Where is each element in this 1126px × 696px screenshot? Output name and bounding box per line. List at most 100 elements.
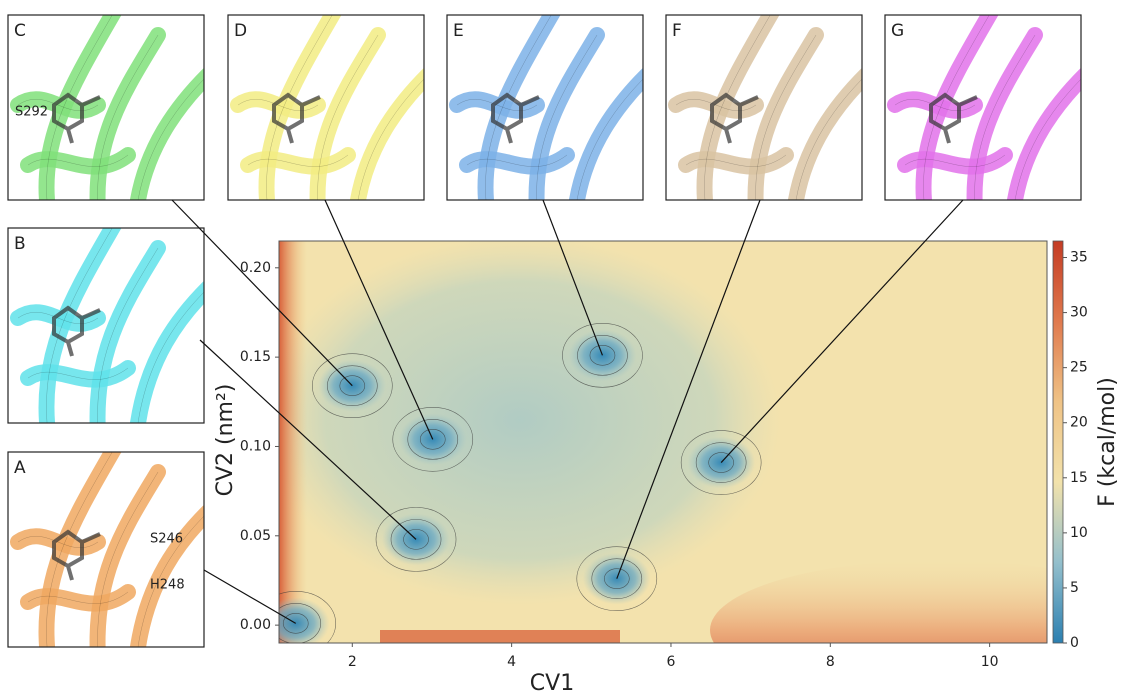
panel-label: F [672,21,682,41]
ribbon-edge [17,99,99,111]
contour-line [603,568,630,589]
ribbon-edge [27,154,129,167]
ribbon [89,27,166,200]
ligand [52,529,101,581]
ribbon-edge [317,34,379,200]
contour-line [680,430,762,495]
panel-label: D [234,21,247,41]
contour-line [589,345,616,366]
ribbon [887,91,983,119]
ligand [272,92,321,144]
ribbon-edge [266,15,333,200]
ribbon-edge [974,34,1036,200]
ribbon [130,505,204,647]
ribbon [130,68,204,200]
ribbon-edge [456,99,538,111]
ribbon-edge [137,515,204,647]
panel-label: B [14,234,26,254]
panel-frame [7,14,205,201]
ligand [710,92,759,144]
colorbar-tick-label: 15 [1070,470,1088,486]
ribbon-edge [97,471,159,647]
plot-area [279,241,1047,643]
contour-line [419,429,446,450]
ribbon-edge [675,99,757,111]
panel-label: G [891,21,904,41]
contour-line [403,529,429,550]
y-tick-label: 0.20 [240,260,271,276]
panel-frame [7,451,205,648]
high-energy-floor [380,630,620,643]
y-axis-title: CV2 (nm²) [213,384,238,497]
ribbon [459,147,575,175]
ligand [491,92,540,144]
y-tick-label: 0.15 [240,349,271,365]
contour-line [577,335,628,376]
leader-line [542,199,604,356]
ribbon-edge [27,591,129,604]
structure-panels: A S246 H248 B C S292 D E F G [7,14,1082,648]
ribbon-edge [685,154,787,167]
ribbon-edge [894,99,976,111]
ribbon-edge [923,15,990,200]
ribbon-edge [46,452,113,647]
leader-line [720,199,964,463]
contour-line [311,353,393,419]
basin-region [279,241,780,605]
structure-panel [8,15,204,200]
ribbon [20,584,136,612]
contour-line [708,452,734,473]
ribbon-edge [27,367,129,380]
ribbon-edge [466,154,568,167]
ribbon [966,27,1043,200]
contour-line [282,613,309,634]
panel-label: A [14,458,26,478]
structure-panel [666,15,862,200]
ribbon-edge [795,78,862,200]
structure-panel [447,15,643,200]
ribbon-edge [755,34,817,200]
ribbon [10,528,106,556]
ribbon-edge [137,291,204,423]
ribbon [130,281,204,423]
x-axis-title: CV1 [530,671,574,696]
structure-panel [8,228,204,423]
ribbon [309,27,386,200]
y-tick-label: 0.05 [240,528,271,544]
x-tick-label: 10 [981,654,999,670]
colorbar-tick-label: 30 [1070,305,1088,321]
basin [279,597,330,643]
residue-label: H248 [150,578,185,593]
colorbar-tick-label: 10 [1070,525,1088,541]
contour-line [326,365,378,407]
ribbon-edge [97,34,159,200]
residue-label: S292 [15,105,48,120]
ribbon [678,147,794,175]
panel-label: C [14,21,26,41]
ribbon-edge [536,34,598,200]
panel-frame [665,14,863,201]
ribbon [89,240,166,423]
colorbar [1052,240,1064,644]
ribbon [240,147,356,175]
colorbar-tick-label: 20 [1070,415,1088,431]
ribbon-edge [485,15,552,200]
ribbon [350,68,424,200]
contour-line [390,519,442,560]
ribbon [668,91,764,119]
panel-label: E [453,21,464,41]
leader-line [616,199,761,579]
structure-panel [228,15,424,200]
ribbon-edge [1014,78,1081,200]
ribbon-edge [904,154,1006,167]
ribbon-edge [46,15,113,200]
high-energy-wall [279,241,307,643]
ribbon-edge [357,78,424,200]
panel-frame [884,14,1082,201]
contour-line [279,603,322,643]
colorbar-tick-label: 0 [1070,635,1079,651]
ligand [52,92,101,144]
panel-frame [227,14,425,201]
contour-line [576,546,658,611]
plot-frame [278,240,1048,644]
